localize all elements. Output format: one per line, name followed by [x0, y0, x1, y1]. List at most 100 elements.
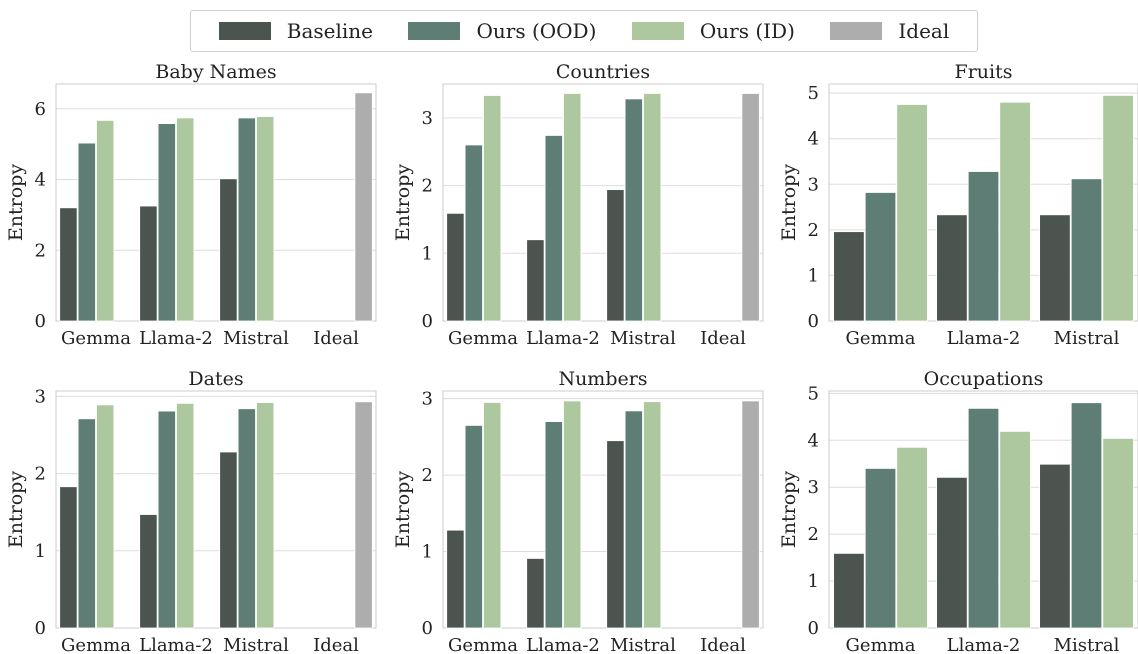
bar-ours-ood	[967, 407, 1000, 629]
x-tick-label: Gemma	[448, 328, 518, 349]
chart-title: Baby Names	[155, 61, 276, 83]
bar-ours-ood	[237, 408, 256, 629]
bar-baseline	[606, 189, 625, 322]
x-tick-label: Gemma	[846, 635, 916, 654]
legend-swatch-ideal	[830, 22, 883, 40]
bar-ours-ood	[464, 144, 483, 322]
y-tick-label: 2	[808, 524, 819, 545]
bar-ours-ood	[544, 135, 563, 322]
y-tick-label: 2	[35, 240, 46, 261]
bar-ours-id	[176, 402, 195, 629]
bar-ours-id	[999, 430, 1031, 629]
chart-countries: 0 1 2 3 Gemma Llama-2 Mistral Ideal Countries Ent…	[392, 61, 764, 349]
y-tick-label: 0	[35, 618, 46, 639]
bar-ours-ood	[77, 142, 96, 322]
bar-baseline	[526, 558, 545, 629]
bar-ours-ood	[624, 410, 643, 629]
bar-baseline	[606, 440, 625, 629]
bar-ours-ood	[237, 117, 256, 322]
bar-ours-ood	[864, 468, 897, 629]
legend-item-ideal: Ideal	[830, 19, 949, 43]
bar-baseline	[59, 207, 78, 322]
bar-ours-id	[1102, 437, 1134, 629]
y-axis-label: Entropy	[5, 164, 27, 241]
x-tick-label: Mistral	[223, 328, 289, 349]
bar-ideal	[741, 93, 760, 322]
legend-label-ours-ood: Ours (OOD)	[476, 19, 597, 43]
bar-ours-id	[999, 101, 1031, 322]
bar-ours-id	[256, 402, 275, 629]
x-tick-label: Llama-2	[947, 635, 1021, 654]
bar-baseline	[833, 231, 865, 322]
chart-title: Numbers	[558, 368, 647, 390]
legend-swatch-baseline	[218, 22, 271, 40]
bar-ours-id	[96, 404, 115, 629]
legend-item-baseline: Baseline	[218, 19, 373, 43]
y-tick-label: 1	[35, 541, 46, 562]
bar-ours-ood	[464, 425, 483, 629]
y-tick-label: 0	[422, 311, 433, 332]
y-tick-label: 1	[422, 243, 433, 264]
x-tick-label: Llama-2	[139, 635, 213, 654]
y-axis-label: Entropy	[778, 164, 800, 241]
bar-baseline	[446, 212, 465, 322]
x-tick-label: Mistral	[610, 328, 676, 349]
bar-ours-ood	[157, 410, 176, 629]
chart-dates: 0 1 2 3 Gemma Llama-2 Mistral Ideal Dates Entropy	[5, 368, 377, 654]
x-tick-label: Gemma	[61, 328, 131, 349]
y-tick-label: 6	[35, 99, 46, 120]
x-tick-label: Gemma	[61, 635, 131, 654]
bar-baseline	[1039, 463, 1071, 629]
y-tick-label: 3	[422, 389, 433, 410]
x-tick-label: Gemma	[846, 328, 916, 349]
chart-title: Dates	[188, 368, 243, 390]
bar-baseline	[139, 514, 158, 629]
plot-frame	[442, 390, 764, 629]
bar-ours-ood	[1070, 402, 1103, 629]
x-tick-label: Mistral	[610, 635, 676, 654]
y-tick-label: 0	[808, 311, 819, 332]
bar-ours-id	[643, 93, 662, 322]
y-tick-label: 1	[808, 571, 819, 592]
x-tick-label: Mistral	[223, 635, 289, 654]
legend-swatch-ours-ood	[408, 22, 461, 40]
y-tick-label: 3	[808, 477, 819, 498]
legend-swatch-ours-id	[631, 22, 684, 40]
y-tick-label: 5	[808, 383, 819, 404]
x-tick-label: Mistral	[1054, 328, 1120, 349]
bar-ours-id	[1102, 94, 1134, 322]
bar-ours-ood	[624, 98, 643, 322]
legend-item-ours-id: Ours (ID)	[631, 19, 795, 43]
y-tick-label: 4	[35, 170, 46, 191]
y-tick-label: 2	[808, 220, 819, 241]
bar-baseline	[833, 552, 865, 629]
y-tick-label: 0	[35, 311, 46, 332]
chart-fruits: 0 1 2 3 4 5 Gemma Llama-2 Mistral Fruits Entropy	[778, 61, 1138, 349]
y-tick-label: 3	[35, 386, 46, 407]
legend-label-ours-id: Ours (ID)	[699, 19, 795, 43]
chart-occupations: 0 1 2 3 4 5 Gemma Llama-2 Mistral Occupations Entr…	[778, 368, 1138, 654]
bar-ours-ood	[967, 171, 1000, 322]
chart-title: Occupations	[924, 368, 1044, 390]
x-tick-label: Gemma	[448, 635, 518, 654]
y-tick-label: 5	[808, 83, 819, 104]
bar-ours-id	[563, 400, 582, 629]
x-tick-label: Ideal	[313, 635, 359, 654]
bar-ours-ood	[157, 123, 176, 322]
x-tick-label: Llama-2	[947, 328, 1021, 349]
bar-ours-ood	[544, 421, 563, 629]
bar-baseline	[219, 451, 238, 629]
y-tick-label: 4	[808, 430, 819, 451]
y-tick-label: 2	[422, 176, 433, 197]
x-tick-label: Ideal	[700, 328, 746, 349]
x-tick-label: Mistral	[1054, 635, 1120, 654]
legend-label-baseline: Baseline	[286, 19, 373, 43]
chart-numbers: 0 1 2 3 Gemma Llama-2 Mistral Ideal Numbers Entro…	[392, 368, 764, 654]
y-tick-label: 0	[422, 618, 433, 639]
bar-ours-id	[643, 401, 662, 629]
bar-ours-ood	[1070, 178, 1103, 322]
legend: Baseline Ours (OOD) Ours (ID) Ideal	[190, 10, 978, 52]
chart-baby-names: 0 2 4 6 Gemma Llama-2 Mistral Ideal Baby Names En…	[5, 61, 377, 349]
